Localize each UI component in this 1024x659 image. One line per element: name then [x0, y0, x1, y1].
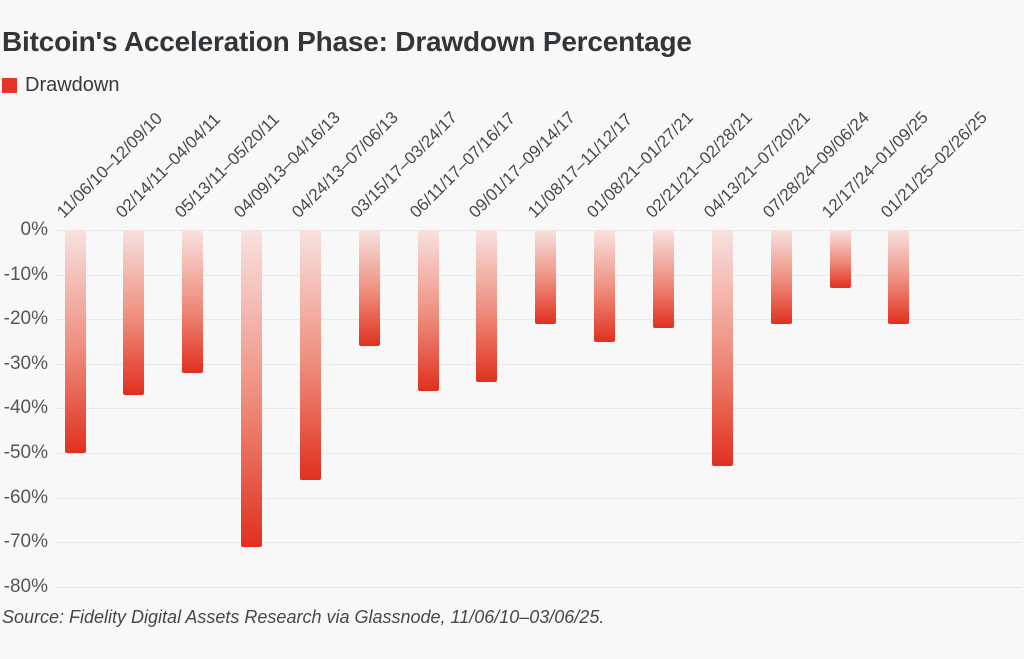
x-axis-tick-label: 11/08/17–11/12/17 — [524, 109, 637, 222]
gridline — [56, 453, 1022, 454]
drawdown-bar — [476, 230, 497, 382]
drawdown-bar — [888, 230, 909, 324]
gridline — [56, 542, 1022, 543]
x-axis-tick-label: 12/17/24–01/09/25 — [818, 107, 932, 222]
legend-swatch-icon — [2, 78, 17, 93]
x-axis-tick-label: 04/13/21–07/20/21 — [700, 107, 814, 222]
x-axis-tick-label: 02/14/11–04/04/11 — [112, 109, 225, 222]
x-axis-tick-label: 01/21/25–02/26/25 — [877, 107, 991, 222]
x-axis-tick-label: 01/08/21–01/27/21 — [583, 107, 697, 222]
y-axis-tick-label: -30% — [3, 353, 48, 374]
gridline — [56, 498, 1022, 499]
gridline — [56, 587, 1022, 588]
y-axis-tick-label: -10% — [3, 264, 48, 285]
y-axis-tick-label: -50% — [3, 442, 48, 463]
source-caption: Source: Fidelity Digital Assets Research… — [2, 607, 605, 627]
y-axis-tick-label: -20% — [3, 308, 48, 329]
x-axis-tick-label: 09/01/17–09/14/17 — [465, 107, 579, 222]
drawdown-bar — [241, 230, 262, 547]
x-axis-tick-label: 06/11/17–07/16/17 — [406, 108, 519, 222]
x-axis-tick-label: 11/06/10–12/09/10 — [53, 108, 166, 222]
drawdown-bar — [594, 230, 615, 342]
drawdown-bar — [182, 230, 203, 373]
y-axis-tick-label: 0% — [20, 219, 48, 240]
x-axis-tick-label: 07/28/24–09/06/24 — [759, 107, 873, 222]
chart-title: Bitcoin's Acceleration Phase: Drawdown P… — [2, 26, 692, 57]
drawdown-bar — [535, 230, 556, 324]
x-axis-tick-label: 05/13/11–05/20/11 — [171, 109, 284, 222]
y-axis-tick-label: -40% — [3, 397, 48, 418]
y-axis-tick-label: -60% — [3, 487, 48, 508]
y-axis-tick-label: -70% — [3, 531, 48, 552]
drawdown-bar — [712, 230, 733, 466]
x-axis-tick-label: 03/15/17–03/24/17 — [347, 107, 461, 222]
y-axis-tick-label: -80% — [3, 576, 48, 597]
drawdown-bar — [65, 230, 86, 453]
drawdown-bar — [771, 230, 792, 324]
drawdown-bar — [123, 230, 144, 395]
gridline — [56, 408, 1022, 409]
drawdown-bar — [418, 230, 439, 391]
legend-label: Drawdown — [25, 74, 120, 96]
drawdown-bar — [300, 230, 321, 480]
gridline — [56, 364, 1022, 365]
drawdown-bar — [830, 230, 851, 288]
drawdown-bar — [653, 230, 674, 328]
legend: Drawdown — [2, 74, 119, 97]
drawdown-bar — [359, 230, 380, 346]
x-axis-tick-label: 04/24/13–07/06/13 — [288, 107, 402, 222]
